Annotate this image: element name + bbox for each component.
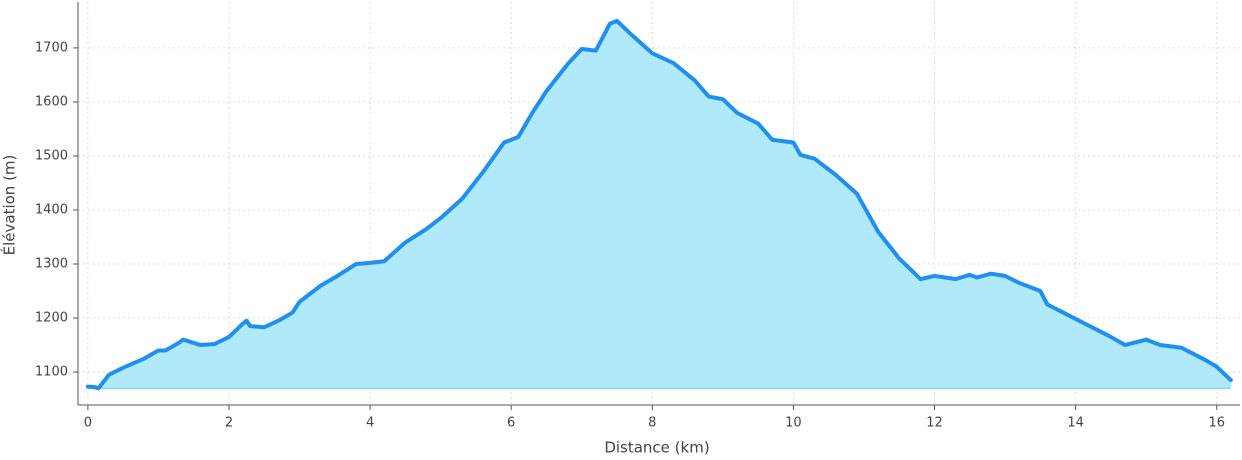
elevation-line [85, 18, 1233, 391]
x-tick-label: 16 [1208, 416, 1225, 431]
x-tick-label: 2 [225, 416, 233, 431]
y-tick-label: 1100 [35, 365, 68, 380]
x-tick-label: 10 [785, 416, 802, 431]
y-tick-label: 1500 [35, 148, 68, 163]
x-tick-label: 6 [507, 416, 515, 431]
x-axis-label: Distance (km) [604, 439, 709, 457]
y-tick-label: 1200 [35, 311, 68, 326]
x-tick-label: 0 [84, 416, 92, 431]
y-axis-label: Élévation (m) [0, 155, 19, 256]
y-tick-label: 1300 [35, 257, 68, 272]
x-tick-label: 8 [648, 416, 656, 431]
y-tick-label: 1600 [35, 94, 68, 109]
x-tick-label: 12 [926, 416, 943, 431]
x-tick-label: 4 [366, 416, 374, 431]
y-tick-label: 1400 [35, 202, 68, 217]
x-tick-label: 14 [1067, 416, 1084, 431]
area-fill [87, 20, 1231, 389]
y-tick-label: 1700 [35, 40, 68, 55]
